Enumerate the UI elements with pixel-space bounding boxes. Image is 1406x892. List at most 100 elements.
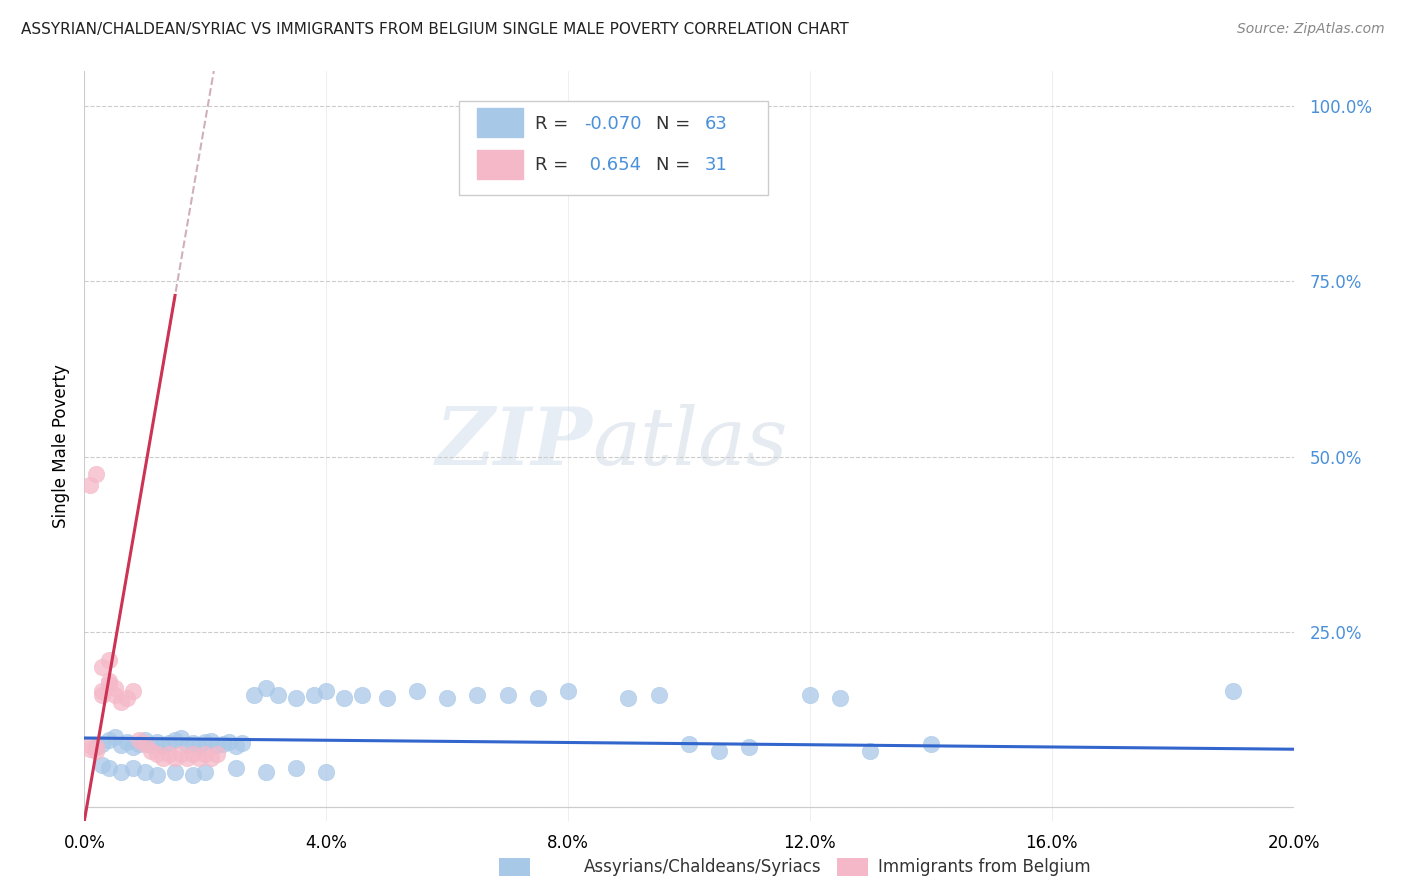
Point [134, 737, 156, 751]
Point [648, 688, 671, 702]
Point [738, 740, 761, 755]
Point [110, 695, 132, 709]
Point [121, 761, 143, 775]
Point [146, 768, 169, 782]
Point [709, 743, 731, 757]
Point [79, 742, 101, 756]
Point [920, 737, 942, 751]
Point [139, 738, 162, 752]
Point [225, 739, 247, 753]
Point [110, 738, 132, 752]
Point [176, 750, 198, 764]
Point [104, 688, 127, 702]
Point [115, 735, 138, 749]
Point [207, 747, 229, 761]
Point [194, 735, 217, 749]
Point [170, 731, 193, 745]
Point [152, 750, 174, 764]
Point [152, 739, 174, 753]
Point [352, 688, 374, 702]
Point [375, 691, 398, 706]
Point [165, 750, 187, 764]
Point [267, 688, 290, 702]
Text: N =: N = [657, 115, 690, 133]
Text: atlas: atlas [592, 403, 787, 481]
Point [134, 764, 156, 779]
Text: ASSYRIAN/CHALDEAN/SYRIAC VS IMMIGRANTS FROM BELGIUM SINGLE MALE POVERTY CORRELAT: ASSYRIAN/CHALDEAN/SYRIAC VS IMMIGRANTS F… [21, 22, 849, 37]
Point [212, 737, 235, 751]
Point [86, 467, 108, 481]
Point [315, 684, 337, 698]
Point [496, 688, 519, 702]
Point [194, 764, 217, 779]
Point [285, 761, 308, 775]
Point [188, 739, 211, 753]
Point [799, 688, 821, 702]
Text: N =: N = [657, 156, 690, 174]
Point [91, 757, 114, 772]
Point [110, 764, 132, 779]
Text: ZIP: ZIP [436, 403, 592, 481]
Point [121, 740, 143, 755]
Text: -0.070: -0.070 [583, 115, 641, 133]
Point [157, 736, 180, 750]
Point [97, 733, 120, 747]
Point [79, 738, 101, 752]
Point [200, 734, 222, 748]
Point [333, 691, 356, 706]
Point [181, 736, 204, 750]
Point [146, 747, 169, 761]
Point [527, 691, 550, 706]
Point [436, 691, 458, 706]
Point [134, 733, 156, 747]
Point [557, 684, 579, 698]
Point [1222, 684, 1244, 698]
Text: Assyrians/Chaldeans/Syriacs: Assyrians/Chaldeans/Syriacs [583, 858, 823, 876]
Point [225, 761, 247, 775]
Point [194, 747, 217, 761]
Point [181, 768, 204, 782]
Point [97, 761, 120, 775]
Point [165, 733, 187, 747]
Point [86, 740, 108, 755]
FancyBboxPatch shape [460, 102, 768, 195]
Bar [478, 150, 523, 178]
Point [617, 691, 640, 706]
Text: 63: 63 [704, 115, 727, 133]
Point [678, 737, 700, 751]
Point [254, 764, 277, 779]
Point [91, 737, 114, 751]
Point [467, 688, 489, 702]
Point [91, 659, 114, 673]
Text: 0.654: 0.654 [583, 156, 641, 174]
Point [79, 477, 101, 491]
Point [254, 681, 277, 695]
Point [157, 747, 180, 761]
Point [86, 743, 108, 757]
Point [139, 743, 162, 757]
Point [207, 738, 229, 752]
Point [86, 740, 108, 755]
Point [181, 747, 204, 761]
Point [91, 688, 114, 702]
Point [91, 684, 114, 698]
Point [830, 691, 852, 706]
Point [200, 750, 222, 764]
Point [285, 691, 308, 706]
Point [859, 743, 882, 757]
Y-axis label: Single Male Poverty: Single Male Poverty [52, 364, 70, 528]
Point [104, 730, 127, 744]
Text: 31: 31 [704, 156, 727, 174]
Point [121, 684, 143, 698]
Point [188, 750, 211, 764]
Point [165, 764, 187, 779]
Point [231, 736, 253, 750]
Text: R =: R = [536, 156, 568, 174]
Point [302, 688, 325, 702]
Text: R =: R = [536, 115, 568, 133]
Point [315, 764, 337, 779]
Text: Source: ZipAtlas.com: Source: ZipAtlas.com [1237, 22, 1385, 37]
Point [115, 691, 138, 706]
Bar [478, 108, 523, 136]
Point [218, 734, 240, 748]
